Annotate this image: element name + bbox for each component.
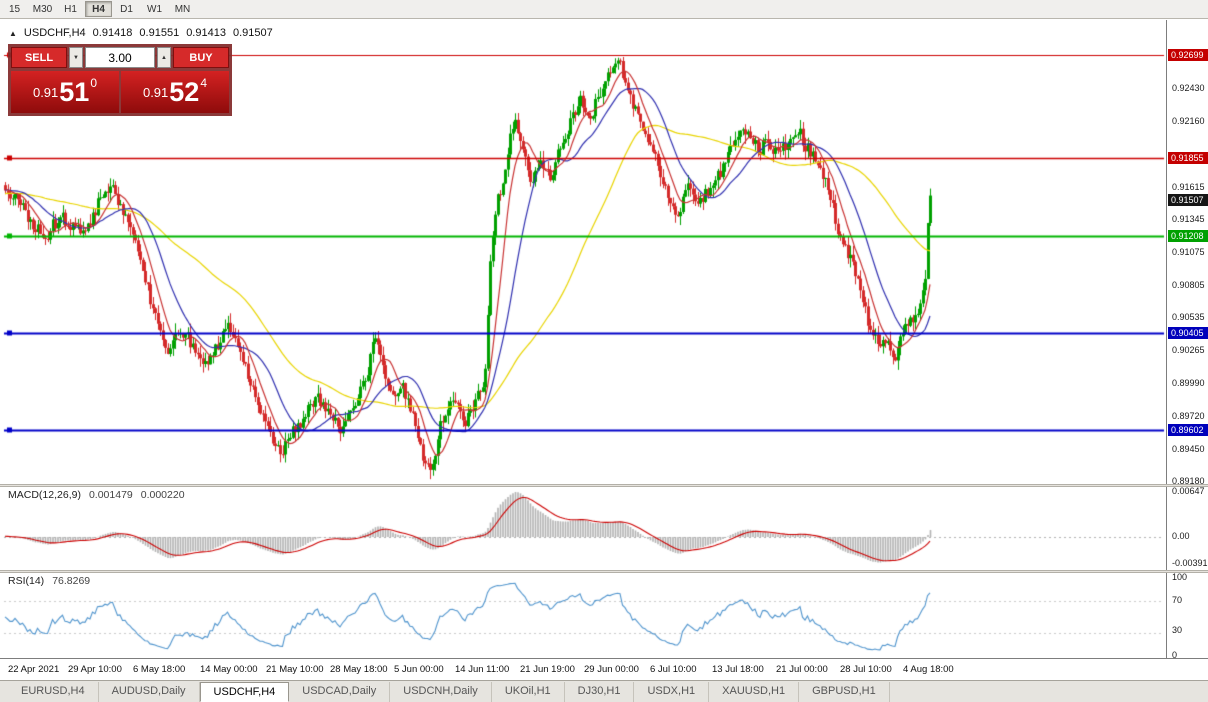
price-axis[interactable]: 0.92430 0.92160 0.91615 0.91345 0.91075 0.908… (1166, 20, 1208, 660)
timeframe-button-15[interactable]: 15 (8, 3, 21, 15)
timeframe-button-w1[interactable]: W1 (147, 3, 162, 15)
timeframe-button-mn[interactable]: MN (174, 3, 191, 15)
price-tick: 0.89990 (1172, 378, 1205, 389)
panel-splitter[interactable] (0, 570, 1208, 573)
trade-prices-row: 0.91 51 0 0.91 52 4 (11, 71, 229, 113)
panel-splitter[interactable] (0, 484, 1208, 487)
buy-price-big: 52 (169, 76, 200, 107)
macd-axis-tick: 0.00647 (1172, 486, 1205, 496)
time-axis-label: 21 Jul 00:00 (776, 664, 828, 675)
price-line-badge: 0.90405 (1168, 327, 1208, 340)
time-axis-label: 21 Jun 19:00 (520, 664, 575, 675)
buy-price-pip: 4 (200, 76, 208, 90)
rsi-name: RSI(14) (8, 575, 45, 587)
sell-price-pip: 0 (90, 76, 98, 90)
rsi-axis-tick: 100 (1172, 572, 1188, 582)
chart-tab-gbpusd-h1[interactable]: GBPUSD,H1 (799, 682, 890, 702)
macd-signal-value: 0.000220 (140, 489, 185, 501)
chart-tab-dj30-h1[interactable]: DJ30,H1 (565, 682, 635, 702)
chart-tab-ukoil-h1[interactable]: UKOil,H1 (492, 682, 565, 702)
macd-main-value: 0.001479 (88, 489, 133, 501)
price-line-badge: 0.92699 (1168, 49, 1208, 62)
price-tick: 0.90265 (1172, 344, 1205, 355)
one-click-collapse-icon[interactable]: ▲ (9, 28, 17, 38)
volume-input[interactable] (85, 47, 155, 68)
sell-price-prefix: 0.91 (32, 84, 59, 100)
price-chart-canvas[interactable] (0, 20, 1166, 658)
time-axis-label: 29 Jun 00:00 (584, 664, 639, 675)
buy-price-display[interactable]: 0.91 52 4 (121, 71, 229, 113)
chart-tab-usdchf-h4[interactable]: USDCHF,H4 (199, 682, 290, 702)
time-axis[interactable]: 22 Apr 2021 29 Apr 10:00 6 May 18:00 14 May… (0, 658, 1208, 680)
price-tick: 0.89180 (1172, 476, 1205, 487)
price-tick: 0.91615 (1172, 181, 1205, 192)
one-click-trading-panel: SELL ▼ ▲ BUY 0.91 51 0 0.91 52 4 (8, 44, 232, 116)
ohlc-low: 0.91413 (186, 27, 226, 39)
time-axis-label: 14 May 00:00 (200, 664, 258, 675)
chart-header: ▲ USDCHF,H4 0.91418 0.91551 0.91413 0.91… (9, 27, 273, 39)
chart-tab-eurusd-h4[interactable]: EURUSD,H4 (8, 682, 99, 702)
time-axis-label: 13 Jul 18:00 (712, 664, 764, 675)
volume-increase-button[interactable]: ▲ (157, 47, 171, 68)
time-axis-label: 28 May 18:00 (330, 664, 388, 675)
rsi-value: 76.8269 (52, 575, 91, 587)
timeframe-button-h1[interactable]: H1 (64, 3, 77, 15)
price-tick: 0.89720 (1172, 410, 1205, 421)
time-axis-label: 6 May 18:00 (133, 664, 186, 675)
sell-price-display[interactable]: 0.91 51 0 (11, 71, 119, 113)
chart-tab-bar: EURUSD,H4 AUDUSD,Daily USDCHF,H4 USDCAD,Dai… (0, 680, 1208, 702)
chart-tab-usdx-h1[interactable]: USDX,H1 (634, 682, 710, 702)
price-tick: 0.90535 (1172, 312, 1205, 323)
macd-indicator-label: MACD(12,26,9) 0.001479 0.000220 (8, 489, 185, 501)
macd-axis-tick: -0.00391 (1172, 558, 1208, 568)
timeframe-button-m30[interactable]: M30 (32, 3, 53, 15)
chart-tab-xauusd-h1[interactable]: XAUUSD,H1 (709, 682, 800, 702)
time-axis-label: 4 Aug 18:00 (903, 664, 954, 675)
volume-decrease-button[interactable]: ▼ (69, 47, 83, 68)
price-tick: 0.91075 (1172, 246, 1205, 257)
rsi-indicator-label: RSI(14) 76.8269 (8, 575, 90, 587)
trade-controls-row: SELL ▼ ▲ BUY (11, 47, 229, 68)
price-tick: 0.91345 (1172, 214, 1205, 225)
time-axis-label: 29 Apr 10:00 (68, 664, 122, 675)
ohlc-close: 0.91507 (232, 27, 273, 39)
price-line-badge: 0.91507 (1168, 193, 1208, 206)
price-tick: 0.92160 (1172, 115, 1205, 126)
time-axis-label: 14 Jun 11:00 (455, 664, 510, 675)
time-axis-label: 22 Apr 2021 (8, 664, 60, 675)
price-tick: 0.92430 (1172, 83, 1205, 93)
rsi-axis-tick: 70 (1172, 595, 1183, 605)
chart-title: USDCHF,H4 (23, 27, 86, 39)
price-line-badge: 0.91855 (1168, 151, 1208, 164)
price-line-badge: 0.91208 (1168, 229, 1208, 242)
chart-tab-usdcnh-daily[interactable]: USDCNH,Daily (390, 682, 492, 702)
rsi-axis-tick: 30 (1172, 625, 1183, 635)
macd-name: MACD(12,26,9) (8, 489, 81, 501)
timeframe-button-h4[interactable]: H4 (85, 1, 112, 17)
chart-tab-audusd-daily[interactable]: AUDUSD,Daily (99, 682, 200, 702)
time-axis-label: 28 Jul 10:00 (840, 664, 892, 675)
timeframe-button-d1[interactable]: D1 (120, 3, 133, 15)
ohlc-open: 0.91418 (92, 27, 133, 39)
price-tick: 0.89450 (1172, 443, 1205, 454)
buy-price-prefix: 0.91 (142, 84, 169, 100)
time-axis-label: 6 Jul 10:00 (650, 664, 697, 675)
sell-button[interactable]: SELL (11, 47, 67, 68)
chart-tab-usdcad-daily[interactable]: USDCAD,Daily (289, 682, 391, 702)
timeframe-toolbar: 15 M30 H1 H4 D1 W1 MN (0, 0, 1208, 19)
price-line-badge: 0.89602 (1168, 424, 1208, 437)
price-tick: 0.90805 (1172, 279, 1205, 290)
time-axis-label: 21 May 10:00 (266, 664, 324, 675)
ohlc-high: 0.91551 (139, 27, 180, 39)
rsi-axis-tick: 0 (1172, 650, 1178, 660)
time-axis-label: 5 Jun 00:00 (394, 664, 444, 675)
buy-button[interactable]: BUY (173, 47, 229, 68)
sell-price-big: 51 (59, 76, 90, 107)
macd-axis-tick: 0.00 (1172, 531, 1190, 541)
